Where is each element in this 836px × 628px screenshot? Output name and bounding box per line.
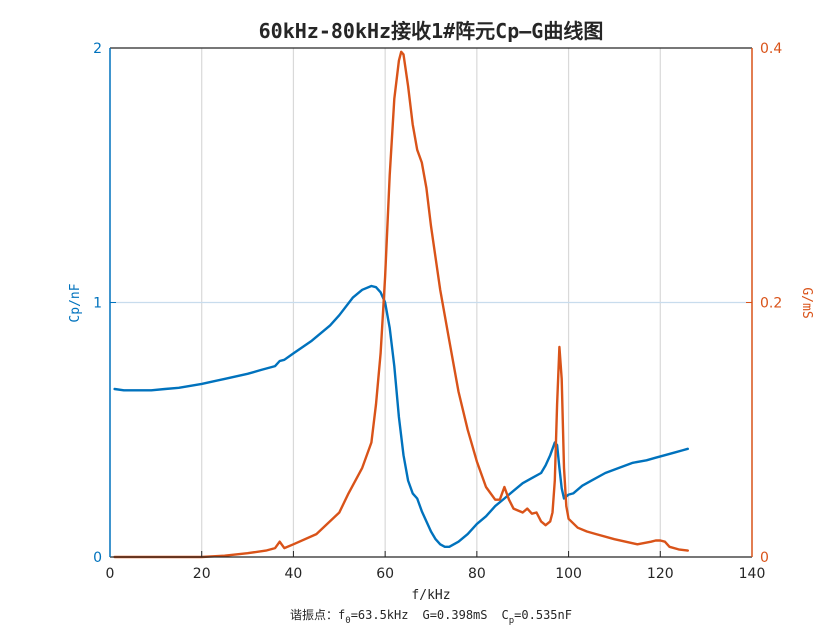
x-tick-label: 120 — [647, 566, 674, 582]
caption-prefix: 谐振点： — [290, 608, 338, 622]
grid-lines — [110, 48, 752, 557]
x-axis-label: f/kHz — [411, 588, 450, 603]
y-left-tick-label: 1 — [93, 296, 102, 312]
y-right-tick-label: 0.4 — [760, 41, 782, 57]
caption-c-symbol: C — [502, 608, 509, 622]
chart-title: 60kHz-80kHz接收1#阵元Cp—G曲线图 — [259, 19, 604, 43]
caption-f-value: =63.5kHz — [351, 608, 409, 622]
x-tick-label: 100 — [555, 566, 582, 582]
caption-f-symbol: f — [338, 608, 345, 622]
y-right-tick-label: 0 — [760, 550, 769, 566]
y-axis-right-label: G/mS — [799, 287, 814, 318]
x-tick-label: 80 — [468, 566, 486, 582]
axes — [109, 47, 753, 558]
caption-c-value: =0.535nF — [514, 608, 572, 622]
resonance-caption: 谐振点：f0=63.5kHz G=0.398mS Cp=0.535nF — [290, 608, 572, 626]
x-tick-label: 140 — [739, 566, 766, 582]
caption-g-value: G=0.398mS — [422, 608, 487, 622]
caption-f-subscript: 0 — [345, 616, 350, 626]
x-tick-label: 20 — [193, 566, 211, 582]
x-tick-label: 60 — [376, 566, 394, 582]
x-tick-label: 40 — [285, 566, 303, 582]
y-left-tick-label: 0 — [93, 550, 102, 566]
series-layer — [113, 50, 689, 559]
x-tick-label: 0 — [106, 566, 115, 582]
y-left-tick-label: 2 — [93, 41, 102, 57]
g-series-line — [113, 50, 689, 559]
caption-c-subscript: p — [509, 616, 514, 626]
y-axis-left-label: Cp/nF — [68, 283, 83, 322]
cp-series-line — [113, 284, 689, 548]
y-right-tick-label: 0.2 — [760, 296, 782, 312]
